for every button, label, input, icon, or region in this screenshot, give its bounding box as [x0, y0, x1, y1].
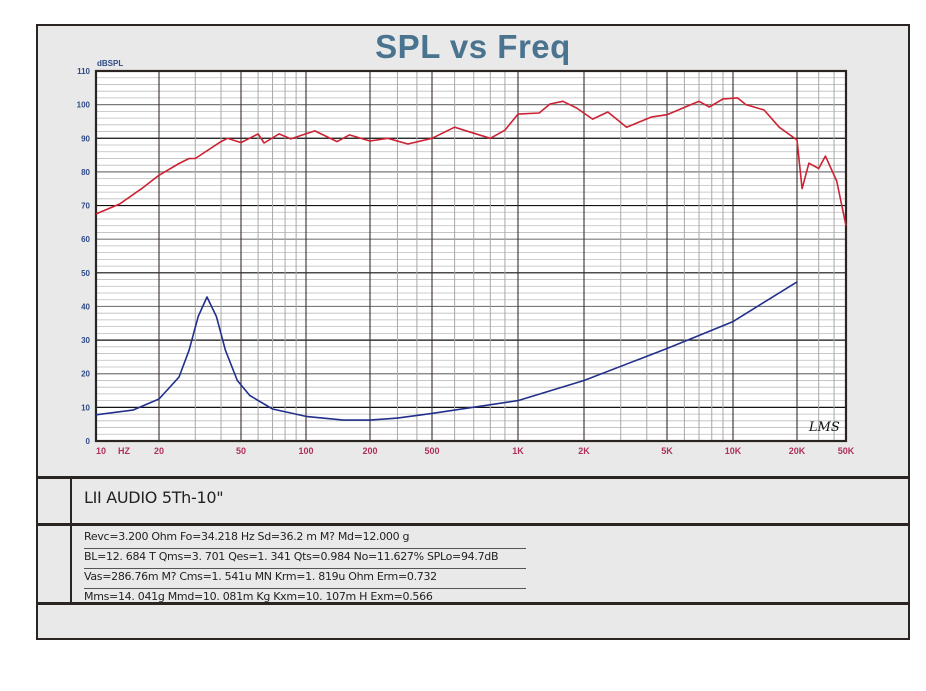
chart-panel: SPL vs Freq 0 10 20 30 40 50 60 70 80 90 100 110 dBS… [38, 26, 908, 478]
parameter-line: Revc=3.200 Ohm Fo=34.218 Hz Sd=36.2 m M?… [84, 528, 526, 549]
y-tick-label: 30 [81, 336, 90, 345]
y-tick-label: 100 [77, 101, 91, 110]
x-tick-label: 50K [838, 446, 855, 456]
x-tick-label: 100 [298, 446, 313, 456]
chart-title: SPL vs Freq [375, 28, 571, 65]
y-tick-label: 60 [81, 235, 90, 244]
y-tick-label: 40 [81, 302, 90, 311]
y-tick-label: 20 [81, 370, 90, 379]
x-tick-label: 20K [789, 446, 806, 456]
x-tick-label: 20 [154, 446, 164, 456]
lms-annotation: LMS [808, 420, 840, 435]
y-tick-label: 50 [81, 269, 90, 278]
parameter-line: BL=12. 684 T Qms=3. 701 Qes=1. 341 Qts=0… [84, 548, 526, 569]
x-tick-label: 1K [512, 446, 524, 456]
parameter-line: Mms=14. 041g Mmd=10. 081m Kg Kxm=10. 107… [84, 590, 433, 603]
y-tick-label: 90 [81, 134, 90, 143]
x-tick-label: 500 [424, 446, 439, 456]
column-divider [70, 478, 72, 602]
y-tick-label: 70 [81, 202, 90, 211]
y-tick-label: 80 [81, 168, 90, 177]
x-axis-label: HZ [118, 446, 130, 456]
x-tick-label: 2K [578, 446, 590, 456]
y-tick-label: 10 [81, 403, 90, 412]
x-tick-label: 10 [96, 446, 106, 456]
spl-chart: 0 10 20 30 40 50 60 70 80 90 100 110 dBSPL 10 20 50 100 2… [77, 59, 855, 456]
x-tick-label: 5K [661, 446, 673, 456]
x-tick-label: 10K [725, 446, 742, 456]
plot-border [94, 69, 848, 443]
device-name: LII AUDIO 5Th-10" [84, 488, 224, 507]
y-tick-label: 110 [77, 67, 90, 76]
device-row: LII AUDIO 5Th-10" [72, 482, 908, 524]
parameter-line: Vas=286.76m M? Cms=1. 541u MN Krm=1. 819… [84, 568, 526, 589]
divider [38, 476, 908, 479]
series-line-spl [95, 97, 847, 226]
series-line-impedance [95, 281, 798, 421]
x-tick-label: 200 [362, 446, 377, 456]
x-tick-label: 50 [236, 446, 246, 456]
y-axis-label: dBSPL [97, 59, 123, 68]
y-tick-label: 0 [86, 437, 91, 446]
divider [38, 602, 908, 605]
report-frame: SPL vs Freq 0 10 20 30 40 50 60 70 80 90 100 110 dBS… [36, 24, 910, 640]
divider [38, 523, 908, 526]
